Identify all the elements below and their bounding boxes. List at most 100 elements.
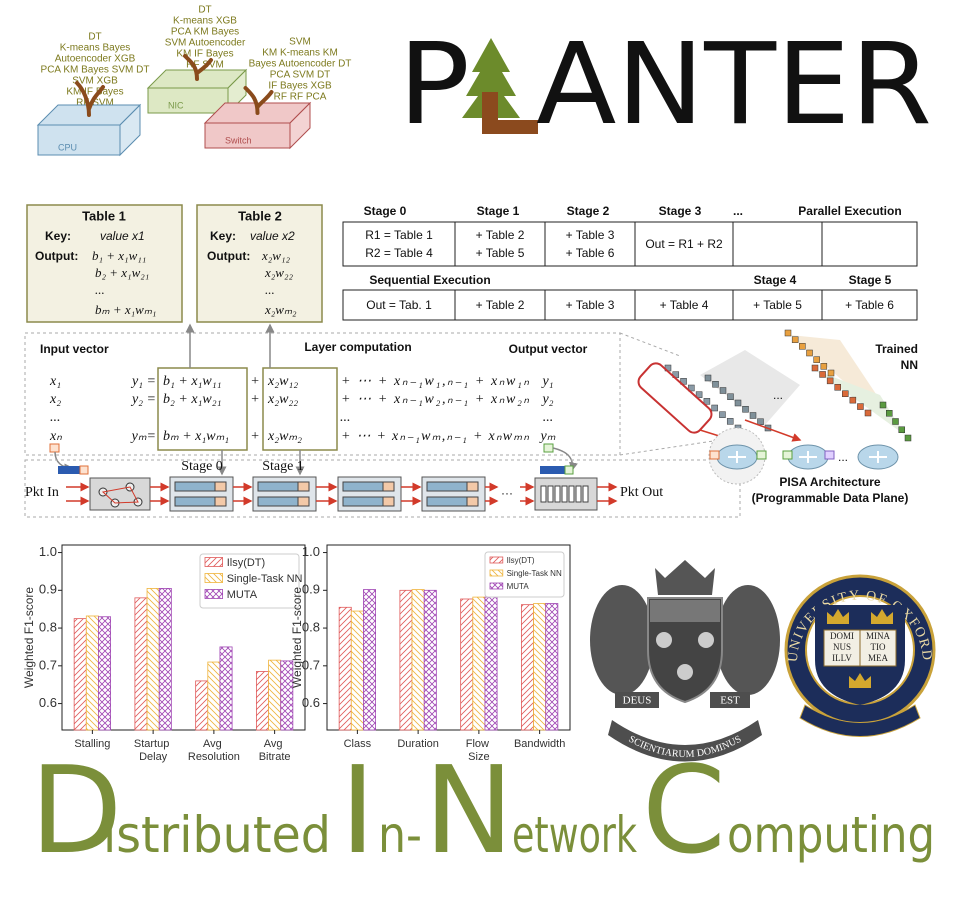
- neuron: [791, 336, 799, 343]
- bar: [399, 589, 413, 731]
- neuron: [892, 418, 899, 425]
- label: y₂: [540, 392, 553, 407]
- table-slot: [257, 496, 299, 507]
- label: Stage 2: [567, 204, 610, 218]
- label: + Table 6: [566, 246, 615, 260]
- label: ...: [838, 450, 848, 464]
- label: b₁ + x₁w₁₁: [163, 374, 221, 389]
- label: value x2: [250, 229, 295, 243]
- label: bₘ + x₁wₘ₁: [95, 302, 156, 317]
- label: Input vector: [40, 342, 109, 356]
- neuron: [799, 343, 806, 350]
- neuron: [842, 390, 849, 397]
- legend-swatch: [204, 557, 224, 567]
- tagline: I: [340, 742, 375, 881]
- algorithm: KM IF Bayes: [176, 49, 233, 60]
- stem: [243, 86, 274, 115]
- slab-front: [204, 122, 291, 149]
- table-slot: [297, 496, 310, 507]
- neuron: [886, 410, 893, 417]
- neuron: [864, 409, 872, 417]
- label: Pkt In: [25, 485, 59, 500]
- charge: [656, 632, 672, 648]
- label: Trained: [875, 342, 918, 356]
- label: R1 = Table 1: [365, 228, 433, 242]
- label: Output:: [207, 249, 250, 263]
- algorithm: K-means XGB: [173, 16, 237, 27]
- label: Layer computation: [304, 340, 411, 354]
- neuron: [813, 356, 820, 363]
- label: Stage 1: [477, 204, 520, 218]
- neuron: [826, 377, 834, 385]
- crown: [827, 609, 849, 624]
- bar: [134, 597, 148, 731]
- label: bₘ + x₁wₘ₁: [163, 429, 229, 444]
- label: Table 2: [238, 208, 282, 223]
- buffer: [554, 485, 561, 503]
- bar: [472, 596, 486, 731]
- label: TIO: [871, 642, 886, 652]
- neuron: [904, 434, 912, 442]
- label: DEUS: [623, 695, 652, 707]
- tagline: istributed: [103, 806, 331, 864]
- neuron: [704, 374, 712, 382]
- label: x₂w₁₂: [267, 374, 298, 389]
- legend-label: Ilsy(DT): [227, 557, 266, 569]
- table-slot: [466, 496, 479, 507]
- x-tick-line: Bitrate: [259, 751, 291, 763]
- y-axis-label: Weighted F1-score: [22, 587, 36, 688]
- router-arrows: [869, 451, 887, 463]
- bar: [338, 606, 352, 731]
- label: y₂ =: [130, 392, 156, 407]
- label: Stage 1: [262, 459, 304, 474]
- chief: [650, 600, 720, 622]
- buffer: [575, 485, 582, 503]
- label: +: [250, 429, 259, 444]
- motto-bg: [710, 692, 750, 708]
- label: x₂wₘ₂: [267, 429, 302, 444]
- legend: [484, 551, 565, 598]
- label: Sequential Execution: [369, 273, 490, 287]
- crown: [655, 560, 715, 595]
- table-slot: [214, 481, 227, 492]
- y-tick-label: 0.8: [302, 619, 320, 634]
- label: ...: [733, 204, 743, 218]
- slab-front: [37, 124, 121, 156]
- legend: [199, 553, 300, 609]
- label: + ⋯ + xₙ₋₁w₁,ₙ₋₁ + xₙw₁ₙ: [341, 374, 529, 389]
- neuron: [712, 381, 719, 388]
- legend-label: Single-Task NN: [507, 569, 562, 578]
- neuron: [849, 396, 857, 404]
- crown: [871, 609, 893, 624]
- x-tick-label: Class: [344, 738, 372, 750]
- tagline: n-: [378, 806, 422, 864]
- label: x₂w₂₂: [267, 392, 298, 407]
- x-tick-line: Class: [344, 738, 372, 750]
- label: Output:: [35, 249, 78, 263]
- legend-swatch: [489, 556, 504, 564]
- buffer: [540, 485, 547, 503]
- label: x₁: [49, 374, 61, 389]
- label: + ⋯ + xₙ₋₁wₘ,ₙ₋₁ + xₙwₘₙ: [341, 429, 529, 444]
- tagline: N: [424, 742, 514, 881]
- label: b₂ + x₁w₂₁: [95, 265, 149, 280]
- label: yₘ=: [130, 429, 156, 444]
- neuron: [719, 387, 727, 394]
- label: Key:: [210, 229, 236, 243]
- bar: [363, 589, 377, 731]
- term-box: [157, 367, 248, 451]
- table-row: [342, 289, 918, 321]
- label: + Table 2: [476, 228, 525, 242]
- bar: [219, 646, 233, 731]
- legend-label: Single-Task NN: [227, 573, 303, 585]
- legend-label: Ilsy(DT): [507, 556, 535, 565]
- label: + Table 5: [753, 298, 802, 312]
- bar: [195, 680, 209, 731]
- tagline: D: [30, 742, 122, 881]
- io-marker: [824, 450, 835, 460]
- neuron: [879, 401, 887, 409]
- map-arrow: [744, 419, 802, 442]
- x-tick-line: Avg: [203, 738, 225, 750]
- bar: [255, 671, 269, 731]
